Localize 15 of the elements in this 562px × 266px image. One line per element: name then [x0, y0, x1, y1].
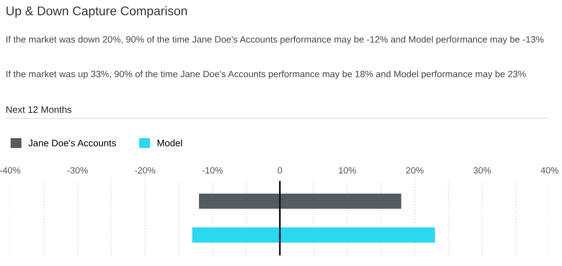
x-tick-label: 30% [474, 167, 491, 174]
x-tick-label: -40% [0, 167, 20, 174]
x-tick-label: 0 [278, 167, 282, 174]
text: If the market was up 33%, 90% of the time Jane Doe's Accounts performance may be 18% and Model performance may be 23% [6, 70, 526, 80]
x-tick-label: 40% [540, 167, 558, 174]
x-tick-label: 10% [338, 167, 356, 174]
legend-label: Jane Doe's Accounts [28, 140, 116, 146]
x-tick-label: 20% [406, 167, 424, 174]
x-tick-label: -20% [134, 167, 156, 174]
text: If the market was down 20%, 90% of the time Jane Doe's Accounts performance may be -12% and Model performance may be -13% [6, 36, 544, 44]
x-tick-label: -10% [202, 167, 223, 174]
chart-subtitle: Next 12 Months [6, 106, 72, 113]
x-tick-label: -30% [67, 167, 88, 174]
chart-title: Up & Down Capture Comparison [6, 6, 187, 18]
legend-label: Model [158, 139, 182, 146]
